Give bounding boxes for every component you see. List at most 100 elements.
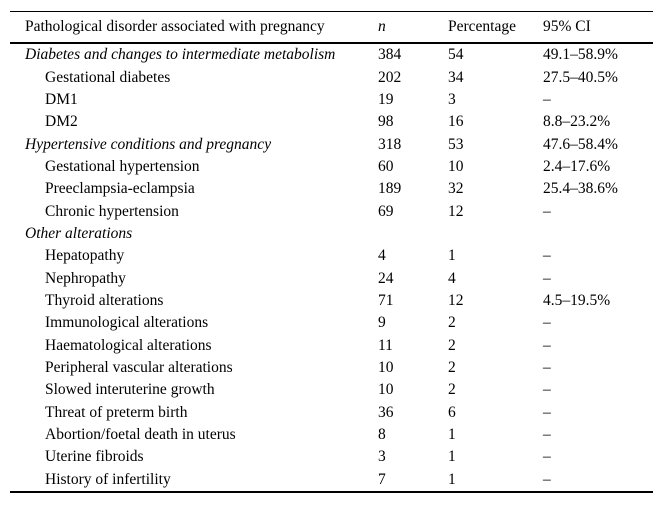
row-label: Hepatopathy xyxy=(45,247,125,265)
row-ci: – xyxy=(543,426,551,444)
table-row: Chronic hypertension 69 12 – xyxy=(10,200,653,222)
row-ci: 2.4–17.6% xyxy=(543,157,611,175)
row-n: 60 xyxy=(378,157,394,175)
table-row: DM1 19 3 – xyxy=(10,89,653,111)
table-row: Gestational diabetes 202 34 27.5–40.5% xyxy=(10,66,653,88)
row-percentage: 2 xyxy=(448,336,456,354)
table-row: Gestational hypertension 60 10 2.4–17.6% xyxy=(10,156,653,178)
table-row: Abortion/foetal death in uterus 8 1 – xyxy=(10,424,653,446)
row-percentage: 2 xyxy=(448,358,456,376)
row-label: Hypertensive conditions and pregnancy xyxy=(25,135,272,153)
row-percentage: 1 xyxy=(448,470,456,488)
col-header-n: n xyxy=(378,18,386,35)
row-percentage: 1 xyxy=(448,247,456,265)
col-header-disorder: Pathological disorder associated with pr… xyxy=(25,18,325,35)
row-n: 19 xyxy=(378,90,394,108)
row-ci: – xyxy=(543,403,551,421)
row-n: 98 xyxy=(378,113,394,131)
row-label: Peripheral vascular alterations xyxy=(45,358,233,376)
row-ci: – xyxy=(543,358,551,376)
row-percentage: 12 xyxy=(448,291,464,309)
row-n: 10 xyxy=(378,358,394,376)
row-ci: 8.8–23.2% xyxy=(543,113,611,131)
table-row: Preeclampsia-eclampsia 189 32 25.4–38.6% xyxy=(10,178,653,200)
row-label: Chronic hypertension xyxy=(45,202,179,220)
row-ci: – xyxy=(543,269,551,287)
table-row: Immunological alterations 9 2 – xyxy=(10,312,653,334)
row-percentage: 4 xyxy=(448,269,456,287)
row-n: 36 xyxy=(378,403,394,421)
row-ci: – xyxy=(543,448,551,466)
row-label: Immunological alterations xyxy=(45,314,209,332)
row-n: 24 xyxy=(378,269,394,287)
row-label: Threat of preterm birth xyxy=(45,403,188,421)
row-ci: – xyxy=(543,314,551,332)
row-label: Haematological alterations xyxy=(45,336,212,354)
table-row: Haematological alterations 11 2 – xyxy=(10,334,653,356)
table-row: Diabetes and changes to intermediate met… xyxy=(10,43,653,66)
row-ci: – xyxy=(543,202,551,220)
row-n: 3 xyxy=(378,448,386,466)
row-ci: 4.5–19.5% xyxy=(543,291,611,309)
row-label: DM1 xyxy=(45,90,78,108)
table-row: Nephropathy 24 4 – xyxy=(10,267,653,289)
disorders-table: Pathological disorder associated with pr… xyxy=(10,11,653,493)
row-ci: – xyxy=(543,470,551,488)
row-n xyxy=(370,223,440,245)
row-label: Uterine fibroids xyxy=(45,448,144,466)
row-ci: 25.4–38.6% xyxy=(543,180,618,198)
table-row: Hepatopathy 4 1 – xyxy=(10,245,653,267)
row-percentage: 1 xyxy=(448,448,456,466)
row-ci: 27.5–40.5% xyxy=(543,68,618,86)
table-row: Hypertensive conditions and pregnancy 31… xyxy=(10,133,653,155)
row-ci: 49.1–58.9% xyxy=(543,46,618,64)
row-percentage: 2 xyxy=(448,381,456,399)
row-n: 318 xyxy=(378,135,402,153)
row-n: 9 xyxy=(378,314,386,332)
row-n: 4 xyxy=(378,247,386,265)
row-ci: – xyxy=(543,90,551,108)
row-percentage: 32 xyxy=(448,180,464,198)
row-n: 384 xyxy=(378,46,402,64)
row-label: Diabetes and changes to intermediate met… xyxy=(25,46,336,64)
row-label: Abortion/foetal death in uterus xyxy=(45,426,236,444)
row-percentage: 1 xyxy=(448,426,456,444)
row-n: 71 xyxy=(378,291,394,309)
table-row: Peripheral vascular alterations 10 2 – xyxy=(10,357,653,379)
row-n: 8 xyxy=(378,426,386,444)
table-row: History of infertility 7 1 – xyxy=(10,469,653,492)
table-row: DM2 98 16 8.8–23.2% xyxy=(10,111,653,133)
row-label: History of infertility xyxy=(45,470,171,488)
row-percentage: 16 xyxy=(448,113,464,131)
row-label: Slowed interuterine growth xyxy=(45,381,215,399)
table-header-row: Pathological disorder associated with pr… xyxy=(10,12,653,43)
row-percentage: 10 xyxy=(448,157,464,175)
row-percentage: 12 xyxy=(448,202,464,220)
row-label: Gestational diabetes xyxy=(45,68,171,86)
row-label: Other alterations xyxy=(25,224,133,242)
table-row: Thyroid alterations 71 12 4.5–19.5% xyxy=(10,290,653,312)
row-n: 69 xyxy=(378,202,394,220)
row-label: Gestational hypertension xyxy=(45,157,200,175)
row-percentage: 54 xyxy=(448,46,464,64)
row-ci: 47.6–58.4% xyxy=(543,135,618,153)
table-row: Threat of preterm birth 36 6 – xyxy=(10,402,653,424)
row-n: 189 xyxy=(378,180,402,198)
row-label: Thyroid alterations xyxy=(45,291,164,309)
table-row: Slowed interuterine growth 10 2 – xyxy=(10,379,653,401)
row-n: 7 xyxy=(378,470,386,488)
disorders-table-container: Pathological disorder associated with pr… xyxy=(10,11,653,493)
row-percentage: 53 xyxy=(448,135,464,153)
row-n: 11 xyxy=(378,336,393,354)
row-ci xyxy=(535,223,653,245)
row-ci: – xyxy=(543,336,551,354)
col-header-percentage: Percentage xyxy=(448,18,516,35)
table-row: Other alterations xyxy=(10,223,653,245)
col-header-ci: 95% CI xyxy=(543,18,591,35)
row-n: 10 xyxy=(378,381,394,399)
row-label: DM2 xyxy=(45,113,78,131)
row-ci: – xyxy=(543,247,551,265)
row-n: 202 xyxy=(378,68,402,86)
row-percentage xyxy=(440,223,535,245)
row-percentage: 2 xyxy=(448,314,456,332)
